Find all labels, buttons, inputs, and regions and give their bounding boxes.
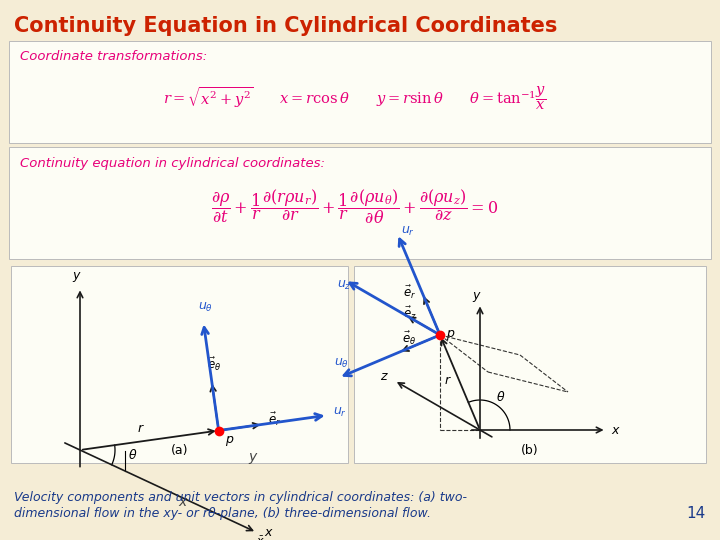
FancyBboxPatch shape [9,41,711,143]
Text: $u_r$: $u_r$ [333,406,346,419]
Text: x: x [179,495,186,509]
Text: p: p [446,327,454,340]
FancyBboxPatch shape [9,147,711,259]
Text: $\vec{e}_\theta$: $\vec{e}_\theta$ [402,329,415,347]
Text: $\vec{e}_r$: $\vec{e}_r$ [268,411,282,428]
Text: $\vec{e}_r$: $\vec{e}_r$ [402,284,415,301]
Text: y: y [248,449,257,463]
FancyBboxPatch shape [354,266,706,463]
Text: x: x [265,526,272,539]
FancyBboxPatch shape [11,266,348,463]
Text: Velocity components and unit vectors in cylindrical coordinates: (a) two-: Velocity components and unit vectors in … [14,490,467,503]
Text: $\vec{e}_\theta$: $\vec{e}_\theta$ [207,356,221,373]
Text: p: p [225,433,233,446]
Text: $u_\theta$: $u_\theta$ [198,301,213,314]
Text: dimensional flow in the xy- or rθ-plane, (b) three-dimensional flow.: dimensional flow in the xy- or rθ-plane,… [14,507,431,519]
Text: Continuity equation in cylindrical coordinates:: Continuity equation in cylindrical coord… [20,157,325,170]
Text: $\theta$: $\theta$ [127,448,137,462]
Text: r: r [138,422,143,435]
Text: y: y [72,269,79,282]
Text: Continuity Equation in Cylindrical Coordinates: Continuity Equation in Cylindrical Coord… [14,16,557,36]
Text: $\bar{x}$: $\bar{x}$ [256,535,265,540]
Text: $u_z$: $u_z$ [337,279,351,292]
Text: $\vec{e}_z$: $\vec{e}_z$ [403,305,417,322]
Text: $u_\theta$: $u_\theta$ [333,357,348,370]
Text: $r = \sqrt{x^2 + y^2}$$\quad\quad x = r\cos\theta$$\quad\quad y = r\sin\theta$$\: $r = \sqrt{x^2 + y^2}$$\quad\quad x = r\… [163,84,546,112]
Text: $\theta$: $\theta$ [496,390,505,404]
Text: x: x [611,423,619,436]
Text: y: y [472,288,480,301]
Text: $u_r$: $u_r$ [401,225,415,238]
Text: Coordinate transformations:: Coordinate transformations: [20,51,207,64]
Text: r: r [445,375,450,388]
Text: 14: 14 [687,505,706,521]
Text: (a): (a) [171,444,188,457]
Text: z: z [379,370,386,383]
Text: (b): (b) [521,444,539,457]
Text: $\dfrac{\partial \rho}{\partial t} + \dfrac{1}{r}\dfrac{\partial (r\rho u_r)}{\p: $\dfrac{\partial \rho}{\partial t} + \df… [211,187,499,226]
